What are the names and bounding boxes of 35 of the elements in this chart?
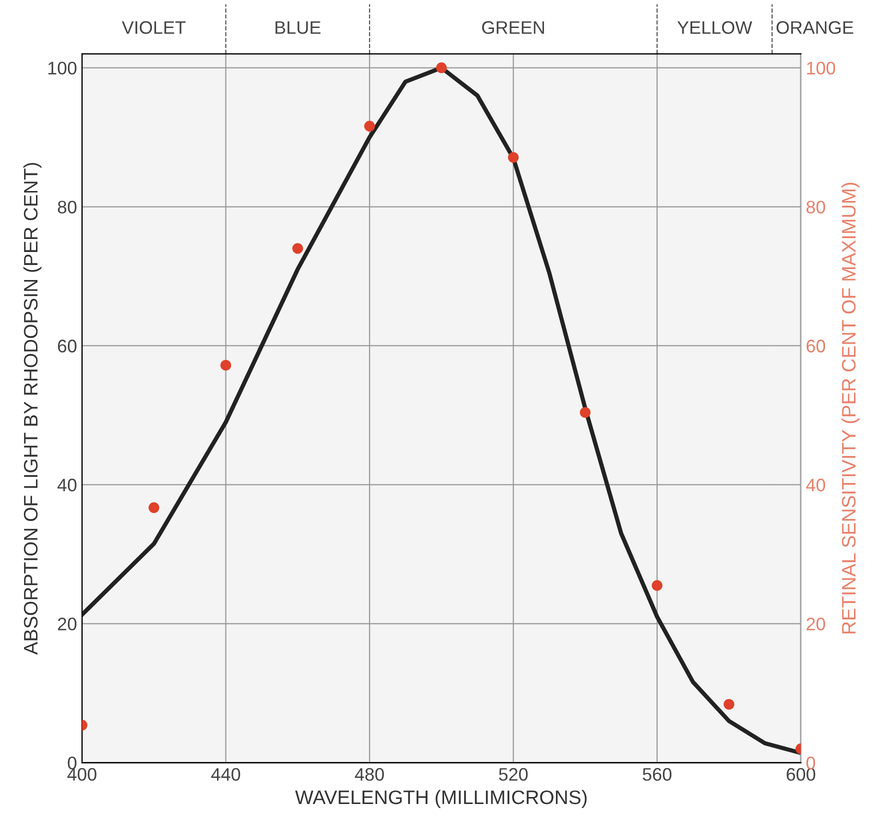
y-tick-label: 0: [68, 756, 76, 770]
point: [436, 62, 447, 74]
y2-tick-label: 0: [806, 756, 816, 770]
y2-tick-label: 60: [806, 340, 826, 352]
x-tick-label: 600: [786, 768, 816, 781]
band-label: YELLOW: [677, 21, 752, 34]
band-label: ORANGE: [776, 21, 854, 34]
x-tick-label: 520: [498, 768, 528, 781]
band-label: VIOLET: [122, 21, 186, 34]
y2-axis-title: RETINAL SENSITIVITY (PER CENT OF MAXIMUM): [841, 182, 860, 634]
x-tick-label: 480: [354, 768, 384, 781]
y2-tick-label: 80: [806, 200, 826, 214]
x-axis-title: WAVELENGTH (MILLIMICRONS): [295, 790, 587, 808]
point: [148, 502, 160, 514]
x-tick-label: 440: [211, 768, 240, 781]
y-tick-label: 80: [58, 200, 76, 214]
point: [724, 698, 734, 710]
x-tick-label: 400: [67, 768, 96, 781]
point: [220, 360, 232, 371]
point: [292, 243, 304, 254]
point: [364, 120, 375, 132]
y-tick-label: 20: [58, 618, 76, 630]
point: [580, 407, 591, 418]
y2-tick-label: 20: [806, 618, 826, 630]
x-tick-label: 560: [642, 768, 672, 781]
y-tick-label: 60: [58, 340, 76, 352]
point: [652, 580, 662, 591]
y-axis-title: ABSORPTION OF LIGHT BY RHODOPSIN (PER CENT): [23, 162, 42, 655]
y-tick-label: 40: [58, 478, 76, 492]
band-label: GREEN: [482, 21, 544, 34]
y-tick-label: 100: [48, 62, 76, 75]
point: [508, 152, 519, 163]
y2-tick-label: 40: [806, 478, 826, 492]
band-label: BLUE: [276, 21, 320, 34]
y2-tick-label: 100: [807, 62, 836, 75]
